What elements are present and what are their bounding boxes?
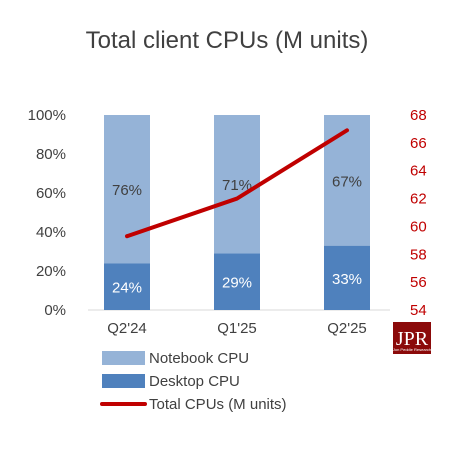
y-right-tick-label: 54 bbox=[410, 302, 427, 319]
legend-label-notebook: Notebook CPU bbox=[149, 350, 249, 367]
legend-label-total: Total CPUs (M units) bbox=[149, 396, 287, 413]
line-total-cpus bbox=[125, 128, 349, 239]
y-right-tick-label: 62 bbox=[410, 191, 427, 208]
legend-swatch-desktop bbox=[102, 374, 145, 388]
line-series bbox=[125, 128, 349, 239]
data-label-desktop: 29% bbox=[222, 275, 252, 292]
x-tick-label: Q2'25 bbox=[327, 320, 367, 337]
logo-box bbox=[393, 322, 431, 354]
y-axis-left: 0% 20% 40% 60% 80% 100% bbox=[28, 107, 66, 319]
bar-notebook bbox=[324, 115, 370, 246]
data-label-notebook: 76% bbox=[112, 182, 142, 199]
y-left-tick-label: 100% bbox=[28, 107, 66, 124]
bar-desktop bbox=[214, 253, 260, 310]
bar-notebook bbox=[104, 115, 150, 264]
y-left-tick-label: 60% bbox=[36, 185, 66, 202]
y-left-tick-label: 20% bbox=[36, 263, 66, 280]
data-label-desktop: 33% bbox=[332, 271, 362, 288]
logo-text: JPR bbox=[396, 328, 429, 350]
y-left-tick-label: 40% bbox=[36, 224, 66, 241]
data-label-notebook: 71% bbox=[222, 177, 252, 194]
legend-label-desktop: Desktop CPU bbox=[149, 373, 240, 390]
y-right-tick-label: 60 bbox=[410, 218, 427, 235]
x-axis: Q2'24 Q1'25 Q2'25 bbox=[107, 320, 367, 337]
legend: Notebook CPU Desktop CPU Total CPUs (M u… bbox=[100, 350, 287, 413]
y-right-tick-label: 58 bbox=[410, 246, 427, 263]
legend-swatch-notebook bbox=[102, 351, 145, 365]
chart-title: Total client CPUs (M units) bbox=[86, 27, 369, 54]
data-label-desktop: 24% bbox=[112, 280, 142, 297]
y-left-tick-label: 0% bbox=[44, 302, 66, 319]
bar-desktop bbox=[324, 245, 370, 310]
x-tick-label: Q1'25 bbox=[217, 320, 257, 337]
jpr-logo: JPR Jon Peddie Research bbox=[393, 322, 431, 354]
bar-desktop bbox=[104, 263, 150, 310]
bar-notebook bbox=[214, 115, 260, 254]
y-left-tick-label: 80% bbox=[36, 146, 66, 163]
y-right-tick-label: 66 bbox=[410, 135, 427, 152]
y-right-tick-label: 56 bbox=[410, 274, 427, 291]
y-axis-right: 54 56 58 60 62 64 66 68 bbox=[410, 107, 427, 319]
y-right-tick-label: 64 bbox=[410, 163, 427, 180]
data-labels: 24% 76% 29% 71% 33% 67% bbox=[112, 173, 362, 296]
y-right-tick-label: 68 bbox=[410, 107, 427, 124]
data-label-notebook: 67% bbox=[332, 173, 362, 190]
x-tick-label: Q2'24 bbox=[107, 320, 147, 337]
logo-subtext: Jon Peddie Research bbox=[393, 347, 431, 352]
bars bbox=[104, 115, 370, 310]
